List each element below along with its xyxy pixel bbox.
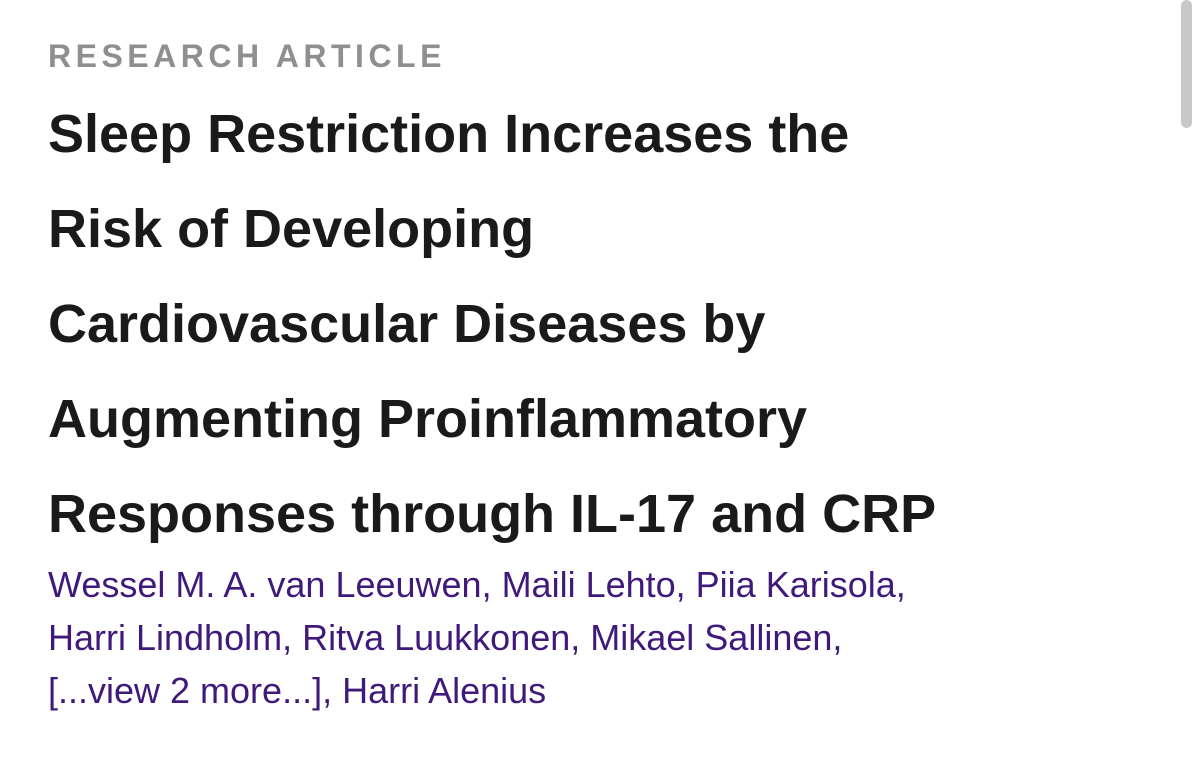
view-more-authors-link[interactable]: [...view 2 more...]: [48, 670, 323, 711]
author-list: Wessel M. A. van Leeuwen, Maili Lehto, P…: [48, 558, 1168, 717]
author-links[interactable]: Harri Lindholm, Ritva Luukkonen, Mikael …: [48, 617, 843, 658]
author-link-last[interactable]: , Harri Alenius: [322, 670, 547, 711]
author-line: Wessel M. A. van Leeuwen, Maili Lehto, P…: [48, 558, 1168, 611]
author-links[interactable]: Wessel M. A. van Leeuwen, Maili Lehto, P…: [48, 564, 906, 605]
scrollbar-thumb[interactable]: [1181, 0, 1192, 128]
author-line: Harri Lindholm, Ritva Luukkonen, Mikael …: [48, 611, 1168, 664]
article-title-line: Augmenting Proinflammatory: [48, 389, 808, 449]
article-title-line: Sleep Restriction Increases the: [48, 104, 850, 164]
article-title-line: Responses through IL-17 and CRP: [48, 484, 937, 544]
article-title: Sleep Restriction Increases the Risk of …: [48, 87, 1168, 562]
article-title-line: Cardiovascular Diseases by: [48, 294, 766, 354]
article-title-line: Risk of Developing: [48, 199, 535, 259]
article-type-label: RESEARCH ARTICLE: [48, 38, 446, 74]
author-line: [...view 2 more...], Harri Alenius: [48, 664, 1168, 717]
article-header: RESEARCH ARTICLE Sleep Restriction Incre…: [48, 32, 1168, 717]
